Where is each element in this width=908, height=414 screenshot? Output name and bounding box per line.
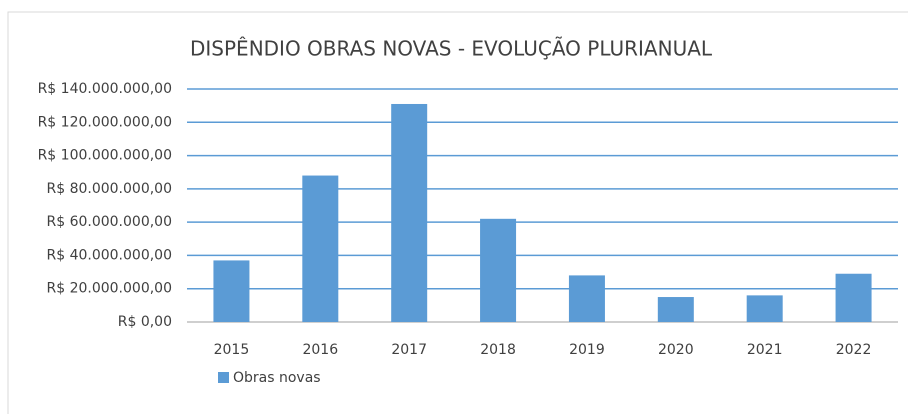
- y-tick-label: R$ 60.000.000,00: [46, 214, 172, 230]
- chart-border: [7, 11, 908, 414]
- chart-title: DISPÊNDIO OBRAS NOVAS - EVOLUÇÃO PLURIAN…: [190, 37, 713, 61]
- x-tick-label: 2016: [302, 342, 338, 358]
- y-tick-label: R$ 40.000.000,00: [46, 247, 172, 263]
- x-tick-label: 2020: [658, 342, 694, 358]
- y-tick-label: R$ 0,00: [118, 314, 172, 330]
- x-tick-label: 2021: [747, 342, 783, 358]
- x-tick-label: 2017: [391, 342, 427, 358]
- bar: [302, 175, 339, 322]
- y-tick-label: R$ 120.000.000,00: [38, 114, 172, 130]
- x-tick-label: 2022: [836, 342, 872, 358]
- legend-swatch: [218, 372, 229, 383]
- x-tick-label: 2018: [480, 342, 516, 358]
- bar: [746, 295, 783, 322]
- legend-label: Obras novas: [233, 370, 321, 386]
- x-tick-label: 2019: [569, 342, 605, 358]
- y-tick-label: R$ 20.000.000,00: [46, 281, 172, 297]
- y-tick-label: R$ 100.000.000,00: [38, 148, 172, 164]
- x-tick-label: 2015: [214, 342, 250, 358]
- bar: [568, 275, 605, 322]
- bar: [657, 297, 694, 322]
- y-tick-label: R$ 140.000.000,00: [38, 81, 172, 97]
- bar: [391, 103, 428, 322]
- bar: [835, 273, 872, 322]
- y-tick-label: R$ 80.000.000,00: [46, 181, 172, 197]
- bar: [213, 260, 250, 322]
- bar: [480, 218, 517, 322]
